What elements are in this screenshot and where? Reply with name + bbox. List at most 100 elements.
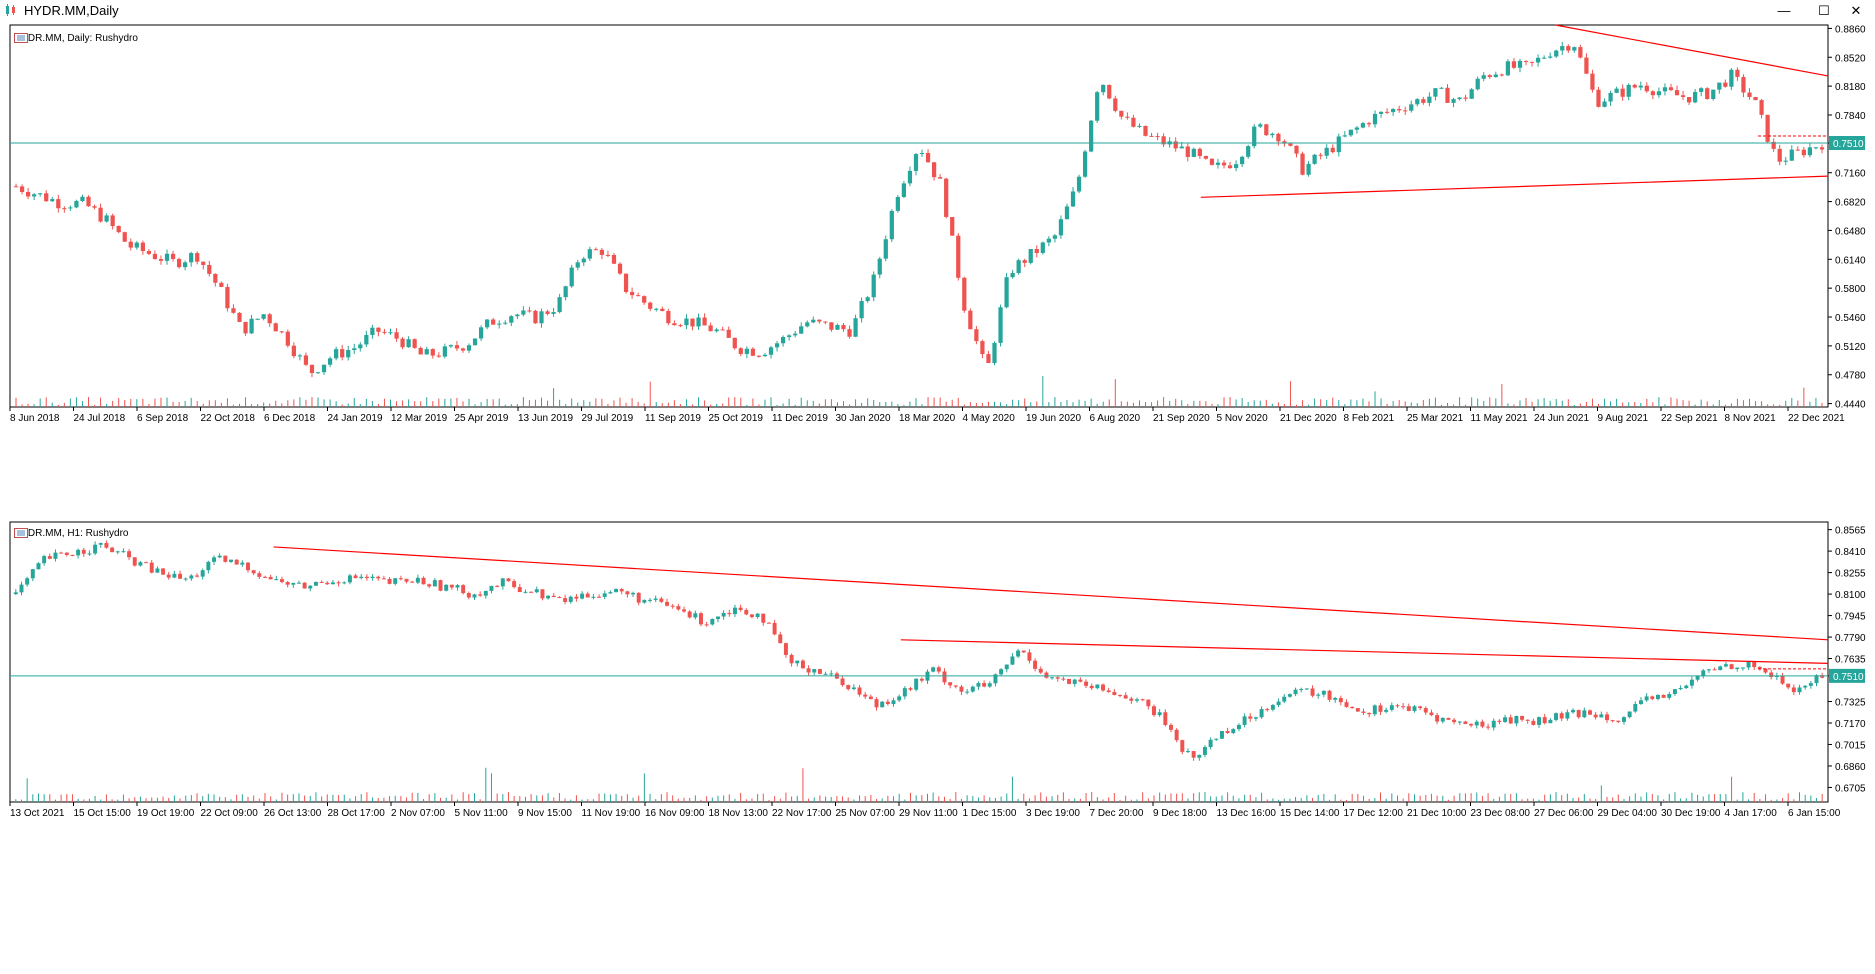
window-title: HYDR.MM,Daily (24, 3, 119, 18)
candle-body (491, 319, 496, 325)
candle-body (1765, 114, 1770, 142)
candle-body (1350, 706, 1355, 709)
candle-body (715, 616, 720, 619)
candle-body (1288, 143, 1293, 146)
candle-body (953, 685, 958, 687)
candle-body (1197, 148, 1202, 157)
candle-body (1503, 717, 1508, 723)
candle-body (394, 332, 399, 339)
candle-body (1180, 740, 1185, 752)
candle-body (998, 307, 1003, 343)
daily-chart-svg[interactable]: 0.8860 0.8520 0.8180 0.7840 0.7510 0.7160 0.68… (0, 23, 1875, 520)
candle-body (1599, 714, 1604, 718)
candle-body (1372, 113, 1378, 125)
x-tick-label: 21 Dec 2020 (1280, 413, 1337, 424)
candle-body (438, 580, 443, 591)
trendline (1200, 175, 1829, 198)
daily-chart-symbol: HYDR.MM, Daily: Rushydro (14, 33, 138, 44)
candle-body (412, 339, 417, 348)
candle-body (636, 592, 641, 603)
candle-body (1338, 698, 1343, 703)
candle-body (670, 605, 675, 607)
candle-body (257, 573, 262, 577)
candle-body (1072, 679, 1077, 684)
candle-body (1684, 685, 1689, 689)
candle-body (212, 557, 217, 562)
candle-body (708, 325, 713, 332)
candle-body (1457, 721, 1462, 723)
candle-body (1157, 712, 1162, 716)
x-tick-label: 29 Jul 2019 (582, 413, 634, 424)
candle-body (1674, 90, 1680, 96)
candle-body (358, 344, 363, 349)
candle-body (200, 570, 205, 577)
maximize-button[interactable]: ☐ (1818, 3, 1830, 18)
candle-body (1560, 46, 1565, 51)
candle-body (885, 701, 890, 704)
candle-body (1771, 141, 1776, 149)
candle-body (761, 613, 766, 623)
candle-body (1366, 123, 1372, 125)
candle-body (1143, 125, 1148, 136)
candle-body (993, 674, 998, 684)
candle-body (611, 254, 617, 264)
candle-body (936, 667, 941, 672)
candle-body (557, 297, 562, 313)
candle-body (1535, 57, 1541, 63)
candle-body (1627, 711, 1632, 718)
candle-body (1531, 720, 1536, 725)
candle-body (158, 259, 164, 261)
candle-body (974, 329, 979, 342)
candle-body (503, 322, 508, 324)
candle-body (455, 585, 460, 588)
y-tick-label: 0.4440 (1835, 400, 1866, 411)
candle-body (321, 364, 327, 373)
candle-body (255, 318, 260, 320)
x-tick-label: 11 Nov 19:00 (582, 808, 641, 819)
candle-body (871, 274, 876, 298)
candle-body (569, 267, 574, 287)
candle-body (891, 700, 896, 704)
candle-body (74, 200, 79, 208)
candle-body (880, 701, 885, 708)
candle-body (1588, 710, 1592, 715)
candle-body (1208, 739, 1213, 748)
candle-body (1693, 91, 1698, 103)
candle-body (732, 337, 737, 349)
hourly-chart-pane[interactable]: 0.8565 0.8410 0.8255 0.8100 0.7945 0.7790 0.76… (0, 520, 1875, 974)
minimize-button[interactable]: — (1777, 3, 1791, 18)
close-button[interactable]: ✕ (1850, 3, 1862, 18)
candle-body (965, 691, 970, 693)
candle-body (1378, 705, 1383, 712)
candle-body (315, 372, 321, 374)
hourly-chart-svg[interactable]: 0.8565 0.8410 0.8255 0.8100 0.7945 0.7790 0.76… (0, 520, 1875, 974)
candle-body (116, 226, 121, 233)
candle-body (243, 321, 248, 334)
candle-body (517, 587, 522, 593)
candle-body (980, 341, 985, 355)
candle-body (13, 186, 19, 188)
x-tick-label: 30 Jan 2020 (836, 413, 891, 424)
candle-body (237, 312, 242, 322)
candle-body (895, 197, 900, 211)
candle-body (986, 354, 991, 363)
candle-body (1783, 160, 1788, 162)
x-tick-label: 4 Jan 17:00 (1725, 808, 1778, 819)
candle-body (127, 551, 132, 558)
candle-body (1397, 108, 1402, 111)
candle-body (908, 688, 913, 690)
candle-body (976, 683, 981, 687)
candle-body (749, 614, 754, 618)
candle-body (1052, 235, 1058, 239)
candle-body (1203, 156, 1209, 159)
daily-chart-pane[interactable]: 0.8860 0.8520 0.8180 0.7840 0.7510 0.7160 0.68… (0, 23, 1875, 520)
candle-body (485, 319, 490, 328)
candle-body (950, 216, 955, 236)
x-tick-label: 13 Dec 16:00 (1217, 808, 1277, 819)
candle-body (1723, 664, 1728, 667)
candle-body (851, 687, 856, 690)
candle-body (568, 596, 573, 602)
candle-body (1740, 667, 1745, 669)
candle-body (1777, 148, 1782, 162)
candle-body (738, 348, 743, 354)
